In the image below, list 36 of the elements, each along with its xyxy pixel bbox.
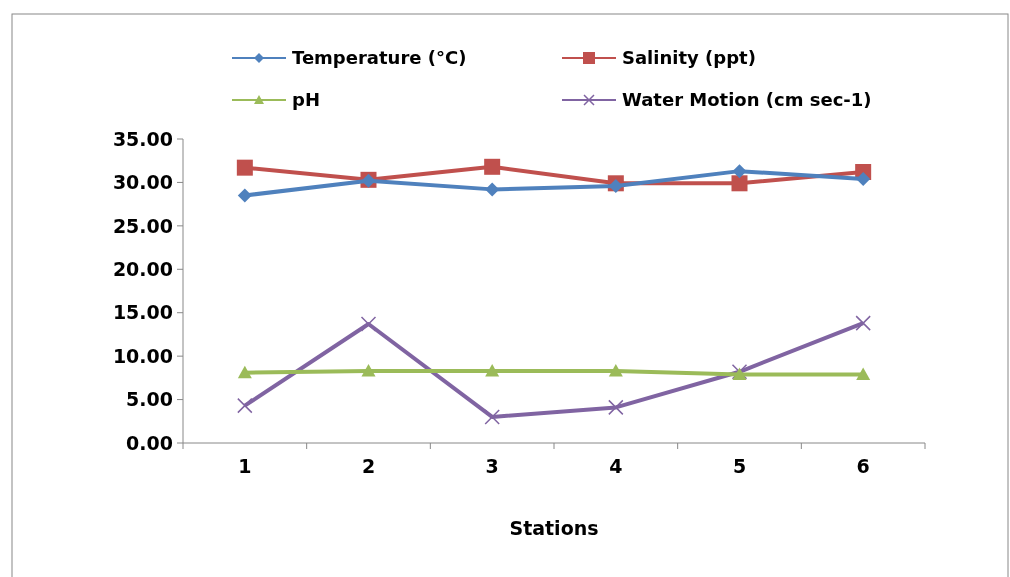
point xyxy=(236,159,253,176)
point xyxy=(484,158,501,175)
y-tick-label: 20.00 xyxy=(112,257,173,280)
point xyxy=(237,397,253,414)
y-tick-label: 15.00 xyxy=(112,301,173,324)
x-tick-label: 1 xyxy=(238,455,252,477)
point xyxy=(485,182,500,197)
point xyxy=(237,365,252,379)
y-tick-label: 35.00 xyxy=(112,127,173,150)
y-tick-label: 10.00 xyxy=(112,344,173,367)
y-tick-label: 5.00 xyxy=(126,388,173,411)
x-tick-label: 6 xyxy=(856,455,870,477)
x-tick-label: 5 xyxy=(732,455,747,477)
point xyxy=(484,409,500,425)
point xyxy=(855,315,871,331)
x-tick-label: 2 xyxy=(361,455,376,477)
x-tick-label: 3 xyxy=(485,455,499,477)
point xyxy=(237,188,252,203)
point xyxy=(732,164,747,179)
point xyxy=(608,363,623,377)
point xyxy=(856,171,871,186)
x-tick-label: 4 xyxy=(609,455,623,477)
x-axis-title: Stations xyxy=(509,517,599,539)
point xyxy=(360,316,377,332)
point xyxy=(608,399,624,416)
legend-label: Salinity (ppt) xyxy=(622,47,756,69)
legend-label: Water Motion (cm sec-1) xyxy=(622,89,872,111)
point xyxy=(485,363,500,377)
y-tick-label: 25.00 xyxy=(112,214,173,237)
legend-label: pH xyxy=(292,89,320,111)
legend-label: Temperature (°C) xyxy=(292,47,467,69)
point xyxy=(361,363,376,377)
y-tick-label: 0.00 xyxy=(126,431,173,454)
point xyxy=(856,367,871,380)
point xyxy=(731,175,748,192)
y-tick-label: 30.00 xyxy=(112,171,173,194)
